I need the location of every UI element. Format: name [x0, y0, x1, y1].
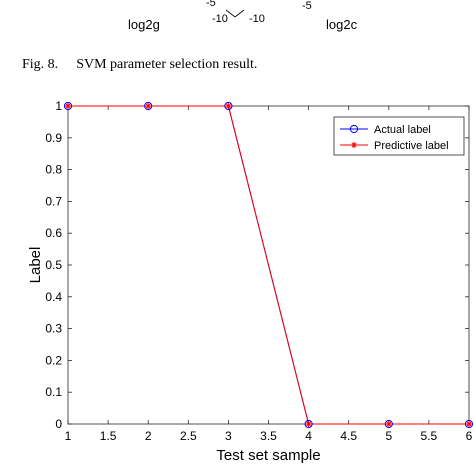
x-tick-label: 2	[145, 429, 152, 443]
point-predictive-label	[385, 421, 392, 427]
point-predictive-label	[466, 421, 472, 427]
x-tick-label: 6	[466, 429, 473, 443]
x-tick-label: 5	[385, 429, 392, 443]
legend-marker-predictive-label	[351, 142, 357, 148]
point-actual-label	[304, 419, 313, 429]
legend-marker-actual-label	[349, 124, 359, 134]
top-fragment-lines	[225, 9, 245, 18]
point-actual-label	[144, 101, 153, 111]
point-actual-label	[63, 101, 73, 111]
top-axis-label-log2g: log2g	[128, 17, 160, 32]
y-tick-label: 0	[55, 417, 62, 431]
point-predictive-label	[65, 103, 71, 109]
top-tick-a: -5	[206, 0, 216, 9]
x-tick-label: 3.5	[260, 429, 277, 443]
y-tick-label: 0.5	[45, 258, 62, 272]
y-tick-label: 1	[55, 99, 62, 113]
y-tick-label: 0.4	[45, 290, 62, 304]
point-actual-label	[384, 419, 393, 429]
y-tick-label: 0.7	[45, 194, 62, 208]
caption-text: SVM parameter selection result.	[76, 57, 258, 72]
point-actual-label	[224, 101, 233, 111]
y-axis-label: Label	[27, 247, 44, 284]
x-tick-label: 2.5	[180, 429, 197, 443]
legend-label-predictive-label: Predictive label	[374, 140, 449, 152]
x-tick-label: 5.5	[421, 429, 438, 443]
point-actual-label	[464, 419, 474, 429]
y-tick-label: 0.6	[45, 226, 62, 240]
x-tick-label: 3	[225, 429, 232, 443]
y-tick-label: 0.8	[45, 163, 62, 177]
x-tick-label: 4.5	[340, 429, 357, 443]
series-line-predictive-label	[68, 105, 469, 425]
legend-box	[333, 116, 465, 156]
y-tick-label: 0.1	[45, 385, 62, 399]
y-tick-label: 0.2	[45, 353, 62, 367]
top-axis-label-log2c: log2c	[326, 17, 358, 32]
x-tick-label: 1	[65, 429, 72, 443]
legend-label-actual-label: Actual label	[374, 124, 431, 136]
y-tick-label: 0.3	[45, 322, 62, 336]
figure-caption: Fig. 8. SVM parameter selection result.	[22, 57, 257, 73]
caption-number: Fig. 8.	[22, 57, 59, 72]
point-predictive-label	[305, 421, 312, 427]
y-tick-label: 0.9	[45, 131, 62, 145]
x-tick-label: 1.5	[100, 429, 117, 443]
top-tick-b: -10	[212, 13, 228, 25]
point-predictive-label	[145, 103, 152, 109]
x-tick-label: 4	[305, 429, 312, 443]
top-tick-d: -5	[302, 0, 312, 12]
top-tick-c: -10	[249, 13, 265, 25]
x-axis-label: Test set sample	[216, 447, 320, 464]
point-predictive-label	[225, 103, 232, 109]
